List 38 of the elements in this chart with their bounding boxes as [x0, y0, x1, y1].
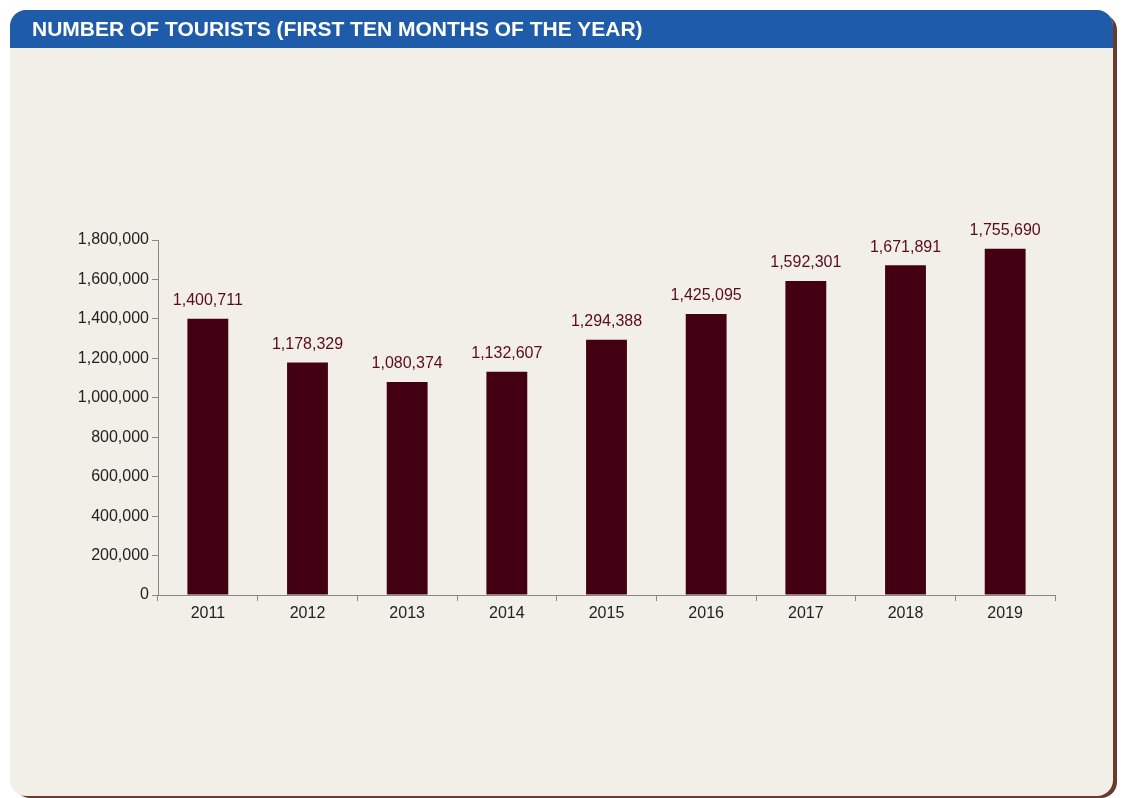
y-tick-label: 0 [140, 585, 150, 603]
x-tick-label: 2015 [588, 604, 625, 622]
x-tick-label: 2019 [987, 604, 1024, 622]
bar [586, 339, 627, 595]
x-tick-label: 2014 [489, 604, 525, 622]
data-label: 1,400,711 [172, 291, 243, 309]
x-tick-label: 2018 [887, 604, 924, 622]
bar [386, 381, 428, 595]
bar [287, 362, 328, 595]
y-tick-label: 1,800,000 [77, 230, 150, 248]
x-tick-label: 2017 [788, 604, 824, 622]
data-label: 1,294,388 [570, 312, 643, 330]
data-label: 1,132,607 [471, 344, 543, 362]
data-label: 1,080,374 [371, 354, 443, 372]
y-tick-label: 1,000,000 [77, 388, 150, 406]
data-label: 1,671,891 [869, 237, 942, 255]
data-label: 1,425,095 [670, 286, 742, 304]
bar [685, 313, 727, 595]
y-tick-label: 400,000 [91, 506, 150, 524]
y-tick-label: 200,000 [91, 545, 150, 563]
bar [785, 280, 827, 595]
bar [486, 371, 528, 595]
data-label: 1,755,690 [969, 221, 1041, 239]
bar [984, 248, 1026, 595]
x-tick-label: 2011 [190, 604, 226, 622]
bar [885, 265, 926, 595]
x-tick-label: 2016 [688, 604, 725, 622]
y-tick-label: 1,600,000 [77, 269, 150, 287]
y-tick-label: 1,200,000 [77, 348, 150, 366]
x-tick-label: 2013 [389, 604, 426, 622]
y-tick-label: 1,400,000 [77, 309, 150, 327]
chart-title: NUMBER OF TOURISTS (FIRST TEN MONTHS OF THE YEAR) [10, 10, 1113, 48]
data-label: 1,178,329 [271, 335, 344, 353]
x-tick-label: 2012 [289, 604, 326, 622]
y-tick-label: 800,000 [91, 427, 150, 445]
y-tick-label: 600,000 [91, 467, 150, 485]
bar [187, 318, 229, 595]
data-label: 1,592,301 [770, 253, 842, 271]
